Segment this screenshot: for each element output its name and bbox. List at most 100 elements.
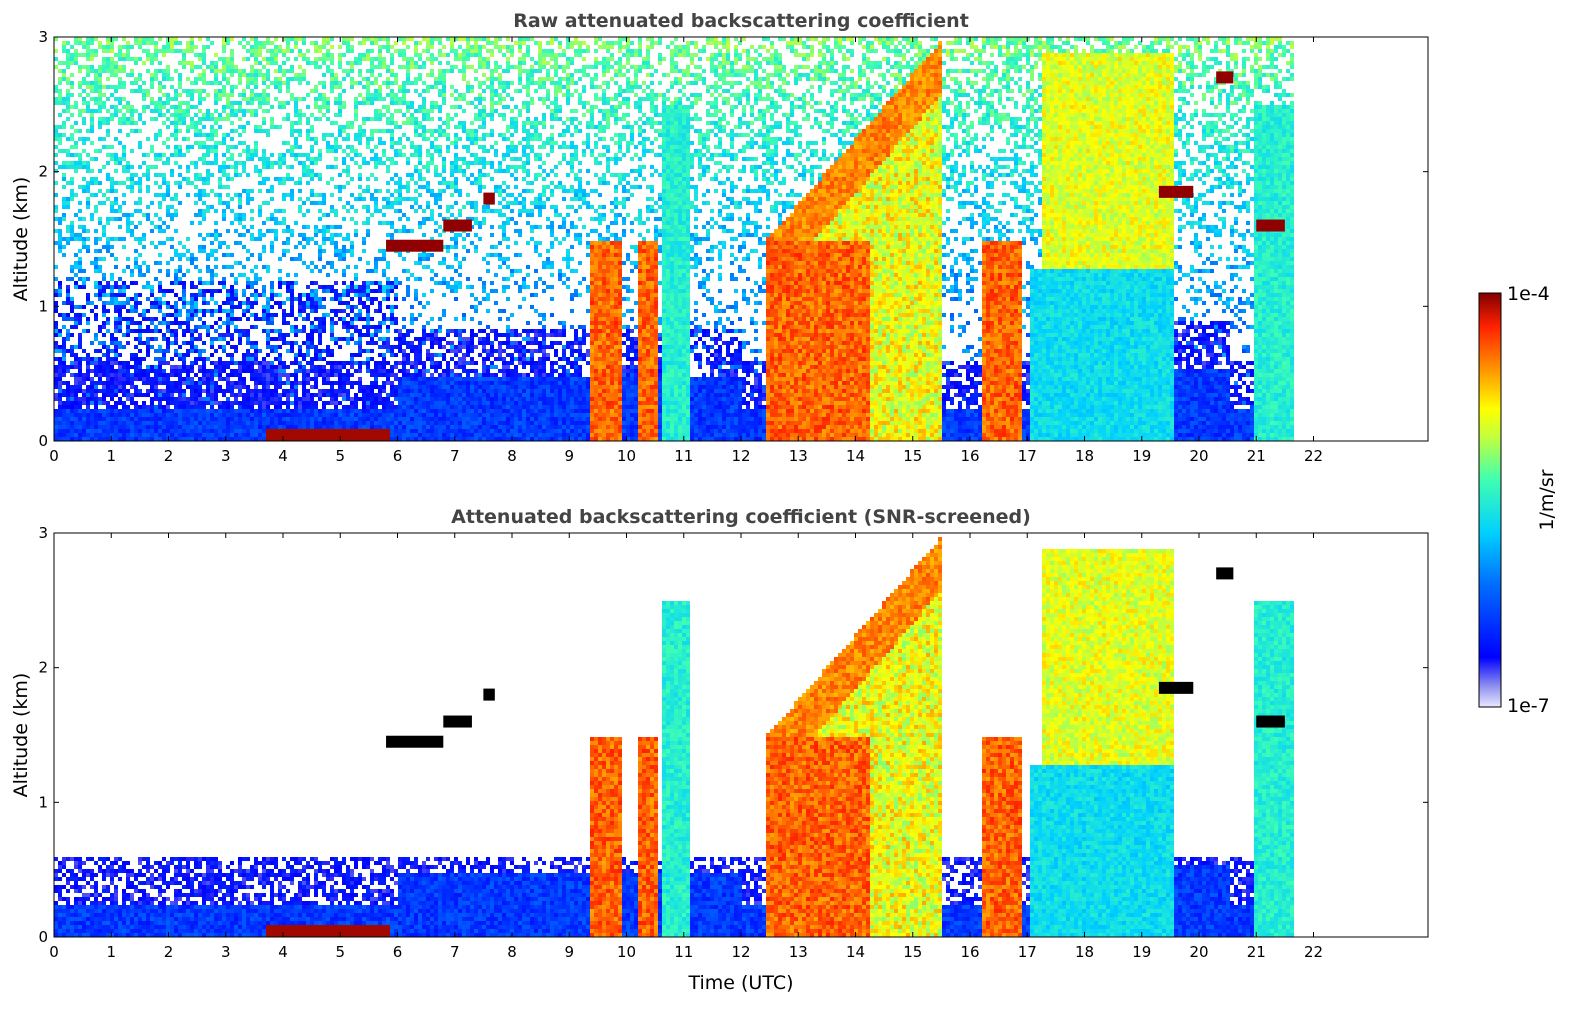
- heatmap-cell: [138, 37, 142, 41]
- heatmap-cell: [166, 409, 170, 413]
- heatmap-cell: [154, 137, 158, 141]
- heatmap-cell: [86, 417, 90, 421]
- heatmap-cell: [178, 153, 182, 157]
- heatmap-cell: [58, 393, 62, 397]
- heatmap-cell: [146, 57, 150, 61]
- heatmap-cell: [154, 381, 158, 385]
- heatmap-cell: [154, 73, 158, 77]
- heatmap-cell: [154, 49, 158, 53]
- heatmap-cell: [62, 133, 66, 137]
- heatmap-cell: [94, 261, 98, 265]
- heatmap-cell: [174, 129, 178, 133]
- heatmap-cell: [182, 53, 186, 57]
- heatmap-cell: [62, 429, 66, 433]
- heatmap-cell: [98, 349, 102, 353]
- heatmap-cell: [62, 217, 66, 221]
- heatmap-cell: [66, 117, 70, 121]
- heatmap-cell: [102, 201, 106, 205]
- heatmap-cell: [110, 349, 114, 353]
- heatmap-cell: [186, 421, 190, 425]
- heatmap-cell: [70, 433, 74, 437]
- heatmap-cell: [162, 357, 166, 361]
- heatmap-cell: [166, 329, 170, 333]
- heatmap-cell: [126, 133, 130, 137]
- heatmap-cell: [138, 337, 142, 341]
- heatmap-cell: [98, 189, 102, 193]
- heatmap-cell: [122, 169, 126, 173]
- heatmap-cell: [194, 265, 198, 269]
- heatmap-cell: [150, 385, 154, 389]
- heatmap-cell: [186, 137, 190, 141]
- heatmap-cell: [118, 285, 122, 289]
- heatmap-cell: [190, 97, 194, 101]
- heatmap-cell: [70, 233, 74, 237]
- heatmap-cell: [98, 125, 102, 129]
- heatmap-cell: [186, 149, 190, 153]
- heatmap-cell: [78, 313, 82, 317]
- heatmap-cell: [170, 313, 174, 317]
- heatmap-cell: [154, 109, 158, 113]
- heatmap-cell: [126, 221, 130, 225]
- heatmap-cell: [170, 213, 174, 217]
- heatmap-cell: [78, 421, 82, 425]
- heatmap-cell: [82, 81, 86, 85]
- heatmap-cell: [150, 305, 154, 309]
- heatmap-cell: [198, 365, 202, 369]
- heatmap-cell: [174, 93, 178, 97]
- heatmap-cell: [90, 217, 94, 221]
- heatmap-cell: [130, 413, 134, 417]
- heatmap-cell: [98, 89, 102, 93]
- heatmap-cell: [94, 97, 98, 101]
- heatmap-cell: [98, 93, 102, 97]
- heatmap-cell: [146, 393, 150, 397]
- heatmap-cell: [158, 321, 162, 325]
- heatmap-cell: [102, 333, 106, 337]
- heatmap-cell: [146, 69, 150, 73]
- heatmap-cell: [190, 49, 194, 53]
- heatmap-cell: [102, 245, 106, 249]
- heatmap-cell: [74, 373, 78, 377]
- heatmap-cell: [62, 213, 66, 217]
- heatmap-cell: [198, 101, 202, 105]
- heatmap-cell: [82, 281, 86, 285]
- heatmap-cell: [162, 121, 166, 125]
- heatmap-cell: [54, 293, 58, 297]
- heatmap-cell: [190, 437, 194, 441]
- heatmap-cell: [134, 309, 138, 313]
- heatmap-cell: [146, 37, 150, 41]
- heatmap-cell: [86, 301, 90, 305]
- heatmap-cell: [202, 77, 206, 81]
- heatmap-cell: [122, 409, 126, 413]
- heatmap-cell: [134, 321, 138, 325]
- heatmap-cell: [202, 365, 206, 369]
- heatmap-cell: [130, 45, 134, 49]
- heatmap-cell: [186, 321, 190, 325]
- heatmap-cell: [74, 405, 78, 409]
- heatmap-cell: [102, 193, 106, 197]
- heatmap-cell: [134, 293, 138, 297]
- heatmap-cell: [170, 341, 174, 345]
- heatmap-cell: [78, 277, 82, 281]
- heatmap-cell: [74, 121, 78, 125]
- heatmap-cell: [86, 73, 90, 77]
- heatmap-cell: [158, 409, 162, 413]
- heatmap-cell: [166, 185, 170, 189]
- heatmap-cell: [62, 341, 66, 345]
- heatmap-cell: [118, 305, 122, 309]
- heatmap-cell: [162, 229, 166, 233]
- heatmap-cell: [166, 73, 170, 77]
- heatmap-cell: [158, 429, 162, 433]
- heatmap-cell: [106, 345, 110, 349]
- heatmap-cell: [158, 97, 162, 101]
- heatmap-cell: [190, 121, 194, 125]
- heatmap-cell: [110, 105, 114, 109]
- heatmap-cell: [138, 293, 142, 297]
- heatmap-cell: [150, 437, 154, 441]
- heatmap-cell: [146, 41, 150, 45]
- heatmap-cell: [162, 437, 166, 441]
- heatmap-cell: [186, 437, 190, 441]
- heatmap-cell: [62, 149, 66, 153]
- heatmap-cell: [98, 369, 102, 373]
- heatmap-cell: [86, 413, 90, 417]
- heatmap-cell: [66, 137, 70, 141]
